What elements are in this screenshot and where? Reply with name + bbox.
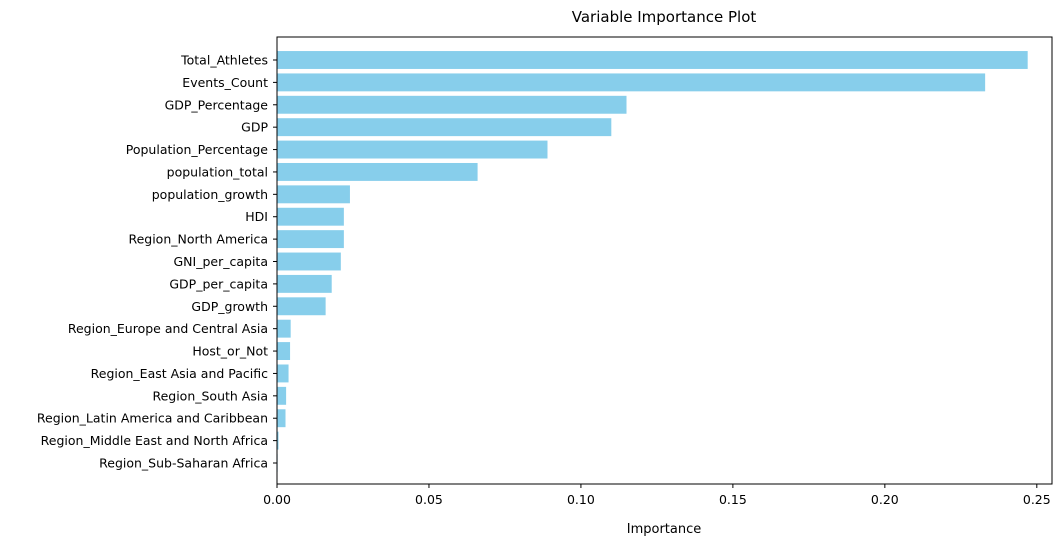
y-tick-label: Region_North America [128,232,268,247]
y-tick-label: GDP_Percentage [165,97,269,112]
y-tick-label: population_total [167,164,268,179]
y-tick-label: Region_Sub-Saharan Africa [99,456,268,471]
y-tick-label: Total_Athletes [180,53,268,68]
y-tick-label: Region_Latin America and Caribbean [37,411,268,426]
bar-population-percentage [277,140,548,159]
y-tick-label: Region_Europe and Central Asia [68,321,268,336]
bar-gdp-growth [277,297,326,316]
bars-group [277,51,1028,472]
y-axis-ticks: Total_Athletes Events_Count GDP_Percentage… [37,53,277,471]
x-axis-label: Importance [627,522,702,537]
bar-gdp [277,118,612,137]
bar-host-or-not [277,342,291,361]
x-tick-label: 0.10 [567,492,595,507]
bar-region-europe-and-central-asia [277,319,291,338]
bar-gdp-percentage [277,95,627,114]
bar-region-east-asia-and-pacific [277,364,289,383]
y-tick-label: Population_Percentage [126,142,269,157]
y-tick-label: GDP_per_capita [169,276,268,291]
y-tick-label: Region_East Asia and Pacific [91,366,269,381]
bar-population-total [277,162,478,181]
bar-hdi [277,207,344,226]
chart-title: Variable Importance Plot [572,8,757,26]
x-tick-label: 0.00 [263,492,291,507]
x-axis-ticks: 0.00 0.05 0.10 0.15 0.20 0.25 [263,484,1051,507]
bar-region-latin-america-and-caribbean [277,409,286,428]
bar-total-athletes [277,51,1028,69]
y-tick-label: Region_South Asia [152,388,268,403]
y-tick-label: GDP [241,120,268,135]
x-tick-label: 0.25 [1023,492,1051,507]
y-tick-label: GDP_growth [191,299,268,314]
x-tick-label: 0.15 [719,492,747,507]
y-tick-label: GNI_per_capita [174,254,269,269]
bar-gdp-per-capita [277,274,332,293]
y-tick-label: HDI [245,209,268,224]
bar-events-count [277,73,986,92]
x-tick-label: 0.20 [871,492,899,507]
bar-gni-per-capita [277,252,341,271]
y-tick-label: population_growth [152,187,268,202]
bar-region-south-asia [277,386,287,405]
bar-region-middle-east-and-north-africa [277,431,279,450]
bar-region-north-america [277,230,344,249]
y-tick-label: Host_or_Not [192,344,268,359]
y-tick-label: Region_Middle East and North Africa [41,433,268,448]
x-tick-label: 0.05 [415,492,443,507]
plot-frame [276,36,1053,485]
bar-population-growth [277,185,350,204]
y-tick-label: Events_Count [182,75,268,90]
